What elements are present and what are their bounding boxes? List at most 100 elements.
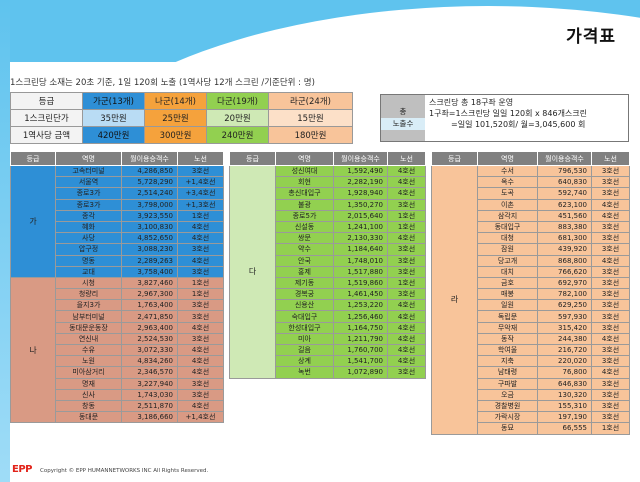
station-name-cell: 가락시장 [477, 411, 538, 424]
station-name-cell: 이촌 [477, 198, 538, 211]
station-name-cell: 미아삼거리 [55, 366, 122, 379]
line-cell: +1,4호선 [177, 411, 224, 424]
monthly-passengers-cell: 796,530 [537, 164, 592, 178]
table-row: 을지3가 1,763,400 3호선 [11, 299, 224, 312]
monthly-passengers-cell: 220,020 [537, 355, 592, 368]
station-name-cell: 남부터미널 [55, 310, 122, 323]
table-row: 남부터미널 2,471,850 3호선 [11, 310, 224, 323]
station-name-cell: 무악재 [477, 321, 538, 334]
line-cell: 1호선 [387, 220, 426, 234]
line-cell: 3호선 [591, 310, 630, 323]
line-cell: 3호선 [591, 388, 630, 401]
station-name-cell: 수유 [55, 343, 122, 357]
monthly-passengers-cell: 197,190 [537, 411, 592, 424]
table-row: 대치 766,620 3호선 [432, 265, 630, 278]
line-cell: 3호선 [387, 288, 426, 301]
monthly-passengers-cell: 4,834,260 [121, 355, 178, 368]
line-cell: 3호선 [591, 399, 630, 413]
line-cell: 3호선 [591, 343, 630, 357]
monthly-passengers-cell: 244,380 [537, 332, 592, 346]
station-name-cell: 총신대입구 [275, 187, 334, 200]
line-cell: 3호선 [591, 265, 630, 278]
station-name-cell: 을지3가 [55, 299, 122, 312]
monthly-passengers-cell: 1,763,400 [121, 299, 178, 312]
station-name-cell: 동묘 [477, 422, 538, 435]
table-header-row: 등급 역명 월이용승객수 노선 [229, 151, 426, 166]
line-cell: 4호선 [177, 254, 224, 267]
line-cell: 3호선 [177, 265, 224, 278]
monthly-passengers-cell: 2,346,570 [121, 366, 178, 379]
monthly-passengers-cell: 868,800 [537, 254, 592, 267]
monthly-passengers-cell: 3,088,230 [121, 243, 178, 256]
table-row: 불광 1,350,270 3호선 [230, 198, 426, 211]
monthly-passengers-cell: 3,227,940 [121, 377, 178, 390]
monthly-passengers-cell: 2,511,870 [121, 399, 178, 413]
table-row: 노원 4,834,260 4호선 [11, 355, 224, 368]
monthly-passengers-cell: 1,253,220 [333, 299, 388, 312]
station-name-cell: 성신여대 [275, 164, 334, 178]
station-name-cell: 지축 [477, 355, 538, 368]
station-name-cell: 압구정 [55, 243, 122, 256]
line-cell: +1,4호선 [177, 176, 224, 189]
column-header: 등급 [10, 151, 56, 166]
station-name-cell: 도곡 [477, 187, 538, 200]
monthly-passengers-cell: 597,930 [537, 310, 592, 323]
station-name-cell: 명재 [55, 377, 122, 390]
table-row: 회현 2,282,190 4호선 [230, 176, 426, 189]
monthly-passengers-cell: 2,289,263 [121, 254, 178, 267]
line-cell: 4호선 [387, 176, 426, 189]
column-header: 월이용승객수 [121, 151, 178, 166]
table-row: 종로3가 2,514,240 +3,4호선 [11, 187, 224, 200]
line-cell: 3호선 [591, 243, 630, 256]
station-name-cell: 오금 [477, 388, 538, 401]
table-row: 이촌 623,100 4호선 [432, 198, 630, 211]
station-name-cell: 창동 [55, 399, 122, 413]
monthly-passengers-cell: 2,282,190 [333, 176, 388, 189]
column-header: 노선 [387, 151, 426, 166]
station-name-cell: 학여울 [477, 343, 538, 357]
station-table-da: 등급 역명 월이용승객수 노선 다 성신여대 1,592,490 4호선 회현 2,282… [229, 151, 426, 379]
table-row: 금호 692,970 3호선 [432, 276, 630, 290]
monthly-passengers-cell: 76,800 [537, 366, 592, 379]
table-row: 지축 220,020 3호선 [432, 355, 630, 368]
station-name-cell: 혜화 [55, 220, 122, 234]
station-name-cell: 동대문 [55, 411, 122, 424]
table-row: 총신대입구 1,928,940 4호선 [230, 187, 426, 200]
summary-cell: 나군(14개) [144, 92, 207, 110]
info-line: =일일 101,520회/ 월=3,045,600 회 [451, 120, 586, 129]
station-name-cell: 노원 [55, 355, 122, 368]
line-cell: 3호선 [591, 288, 630, 301]
line-cell: 1호선 [177, 276, 224, 290]
line-cell: 4호선 [591, 254, 630, 267]
monthly-passengers-cell: 3,072,330 [121, 343, 178, 357]
monthly-passengers-cell: 2,514,240 [121, 187, 178, 200]
station-name-cell: 신설동 [275, 220, 334, 234]
station-name-cell: 경찰병원 [477, 399, 538, 413]
station-name-cell: 안국 [275, 254, 334, 267]
line-cell: 4호선 [387, 355, 426, 368]
line-cell: 3호선 [177, 243, 224, 256]
monthly-passengers-cell: 1,928,940 [333, 187, 388, 200]
table-row: 서울역 5,728,290 +1,4호선 [11, 176, 224, 189]
grade-cell: 가 [10, 165, 56, 278]
table-row: 동작 244,380 4호선 [432, 332, 630, 346]
monthly-passengers-cell: 1,461,450 [333, 288, 388, 301]
line-cell: 3호선 [591, 355, 630, 368]
monthly-passengers-cell: 2,524,530 [121, 332, 178, 346]
summary-cell: 180만원 [268, 126, 353, 144]
column-header: 월이용승객수 [333, 151, 388, 166]
monthly-passengers-cell: 3,923,550 [121, 209, 178, 222]
table-row: 쌍문 2,130,330 4호선 [230, 232, 426, 245]
station-name-cell: 숙대입구 [275, 310, 334, 323]
line-cell: 3호선 [177, 332, 224, 346]
line-cell: 3호선 [177, 388, 224, 401]
table-row: 녹번 1,072,890 3호선 [230, 366, 426, 379]
line-cell: 1호선 [387, 276, 426, 290]
table-row: 종로3가 3,798,000 +1,3호선 [11, 198, 224, 211]
column-header: 등급 [229, 151, 276, 166]
line-cell: 3호선 [387, 254, 426, 267]
summary-cell: 20만원 [206, 109, 269, 127]
column-header: 역명 [275, 151, 334, 166]
column-header: 역명 [55, 151, 122, 166]
monthly-passengers-cell: 216,720 [537, 343, 592, 357]
